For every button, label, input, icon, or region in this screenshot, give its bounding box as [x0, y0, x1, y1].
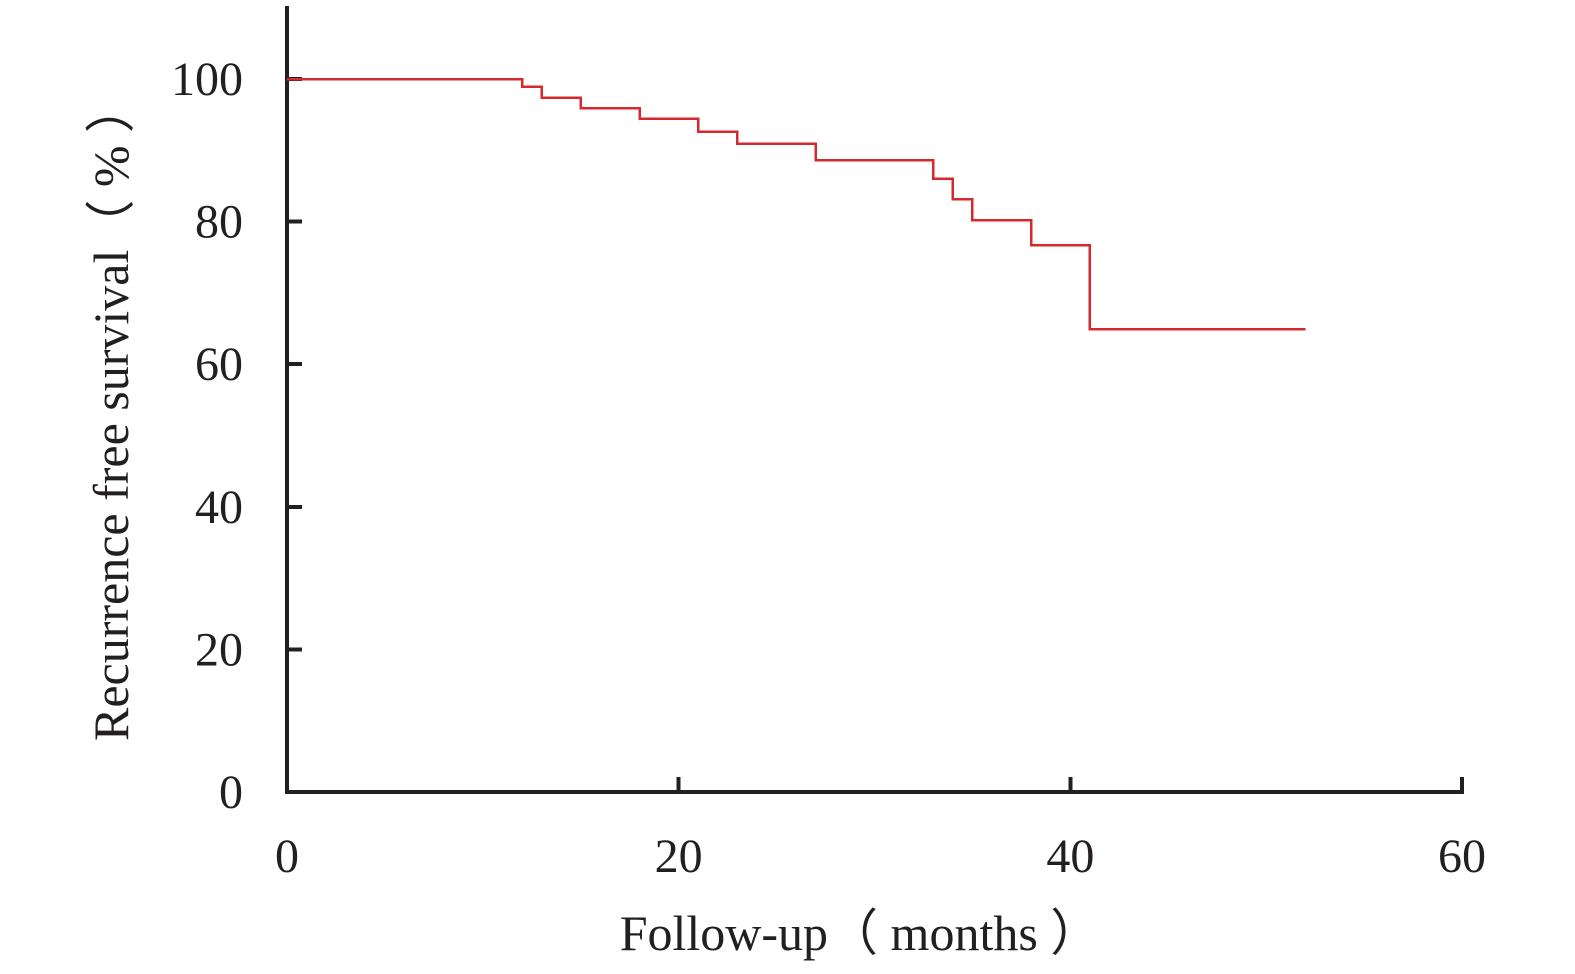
x-axis-title: Follow-up（ months ）: [620, 905, 1101, 961]
x-tick-label: 0: [275, 830, 299, 883]
survival-step-line: [287, 77, 1306, 331]
y-tick-label: 60: [195, 338, 243, 391]
y-tick-label: 100: [171, 53, 243, 106]
y-tick-label: 0: [219, 766, 243, 819]
survival-series: [287, 77, 1306, 331]
x-tick-label: 40: [1046, 830, 1094, 883]
y-tick-label: 80: [195, 196, 243, 249]
x-axis-ticks: 0 20 40 60: [275, 777, 1486, 883]
y-axis-ticks: 0 20 40 60 80 100: [171, 53, 302, 819]
x-tick-label: 60: [1438, 830, 1486, 883]
y-axis-title: Recurrence free survival（ % ）: [83, 83, 139, 741]
y-tick-label: 20: [195, 623, 243, 676]
x-tick-label: 20: [655, 830, 703, 883]
y-tick-label: 40: [195, 481, 243, 534]
